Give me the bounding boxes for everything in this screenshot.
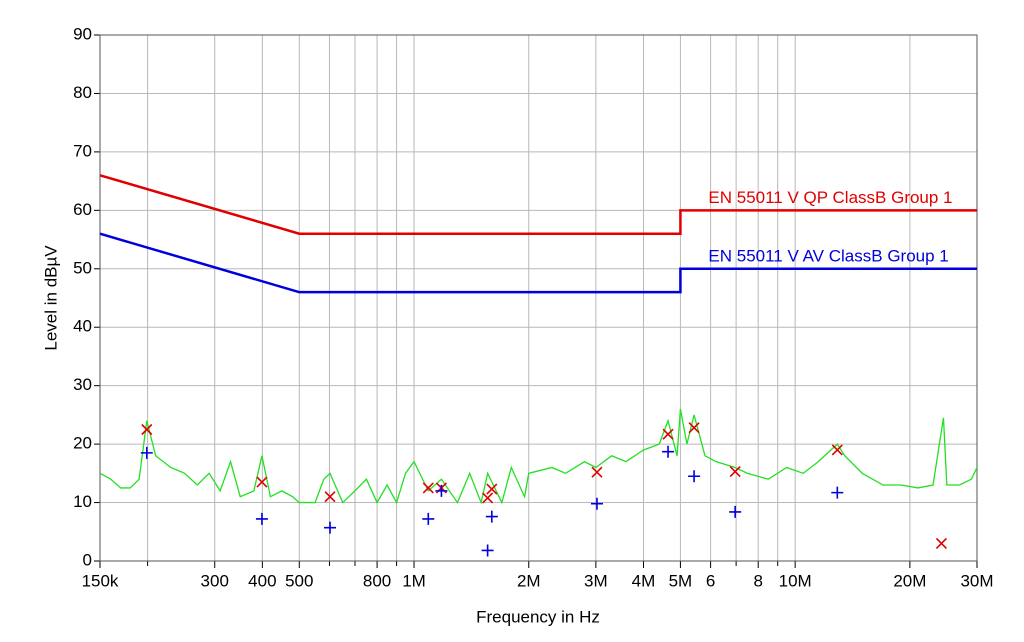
limit-label: EN 55011 V AV ClassB Group 1 xyxy=(708,246,948,265)
y-tick-label: 50 xyxy=(73,258,92,277)
marker xyxy=(590,497,603,510)
y-tick-label: 40 xyxy=(73,317,92,336)
y-tick-label: 20 xyxy=(73,434,92,453)
y-tick-label: 0 xyxy=(83,550,92,569)
marker xyxy=(422,482,434,494)
x-tick-label: 500 xyxy=(285,571,313,590)
marker xyxy=(482,492,494,504)
marker xyxy=(729,466,741,478)
marker xyxy=(324,491,336,503)
x-tick-label: 4M xyxy=(632,571,656,590)
y-tick-label: 70 xyxy=(73,141,92,160)
x-tick-label: 30M xyxy=(960,571,993,590)
y-tick-label: 60 xyxy=(73,200,92,219)
marker xyxy=(831,486,844,499)
limit-label: EN 55011 V QP ClassB Group 1 xyxy=(708,188,952,207)
marker xyxy=(688,422,700,434)
marker xyxy=(485,510,498,523)
series-line xyxy=(99,408,978,505)
marker xyxy=(481,544,494,557)
marker xyxy=(662,445,675,458)
x-tick-label: 300 xyxy=(201,571,229,590)
y-tick-label: 80 xyxy=(73,83,92,102)
marker xyxy=(831,444,843,456)
marker xyxy=(422,512,435,525)
marker xyxy=(140,446,153,459)
marker xyxy=(591,466,603,478)
marker xyxy=(662,428,674,440)
marker xyxy=(324,521,337,534)
plot-frame xyxy=(99,34,978,562)
x-tick-label: 3M xyxy=(584,571,608,590)
marker xyxy=(688,470,701,483)
y-tick-label: 90 xyxy=(73,24,92,43)
x-tick-label: 6 xyxy=(706,571,715,590)
x-tick-label: 8 xyxy=(753,571,762,590)
x-tick-label: 20M xyxy=(893,571,926,590)
x-tick-label: 1M xyxy=(402,571,426,590)
marker xyxy=(935,537,948,550)
series-line xyxy=(99,232,977,294)
marker xyxy=(256,476,268,488)
marker xyxy=(486,483,498,495)
marker xyxy=(435,484,448,497)
series-line xyxy=(99,174,977,235)
x-tick-label: 10M xyxy=(779,571,812,590)
marker xyxy=(255,512,268,525)
y-tick-label: 10 xyxy=(73,492,92,511)
x-axis-label: Frequency in Hz xyxy=(476,607,600,626)
x-tick-label: 5M xyxy=(669,571,693,590)
y-axis-label: Level in dBµV xyxy=(41,245,60,351)
x-tick-label: 800 xyxy=(363,571,391,590)
x-tick-label: 400 xyxy=(248,571,276,590)
x-tick-label: 2M xyxy=(517,571,541,590)
x-tick-label: 150k xyxy=(82,571,119,590)
y-tick-label: 30 xyxy=(73,375,92,394)
marker xyxy=(729,505,742,518)
marker xyxy=(141,423,153,436)
